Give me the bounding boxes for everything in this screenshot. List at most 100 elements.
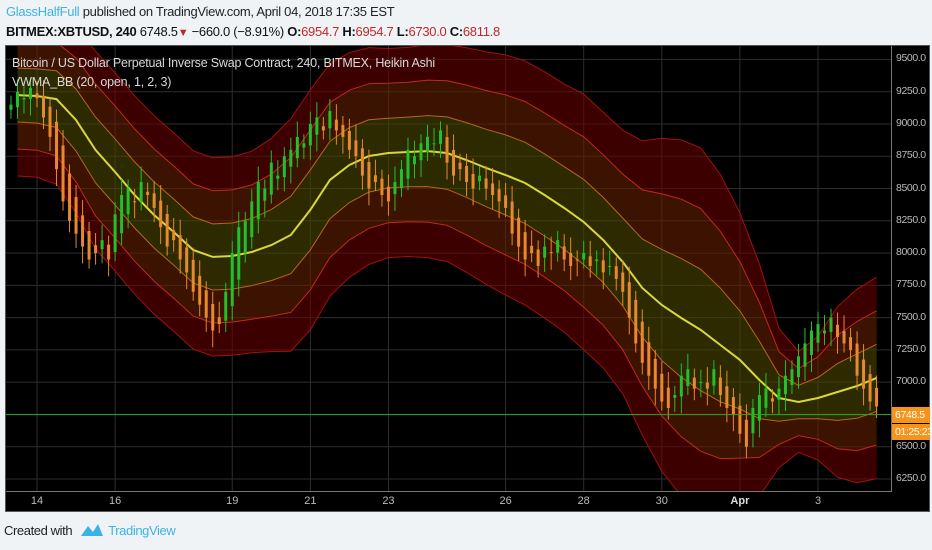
price-change: −660.0 (−8.91%) bbox=[191, 24, 285, 39]
candle bbox=[426, 124, 429, 161]
time-axis[interactable] bbox=[6, 491, 891, 512]
candle-body bbox=[61, 145, 65, 202]
candle bbox=[269, 150, 273, 204]
candle-body bbox=[308, 123, 312, 146]
candle bbox=[282, 147, 286, 192]
candle bbox=[744, 404, 748, 459]
candle bbox=[582, 240, 586, 269]
candle-body bbox=[321, 126, 325, 131]
series-legend[interactable]: Bitcoin / US Dollar Perpetual Inverse Sw… bbox=[12, 56, 435, 70]
candle bbox=[81, 199, 85, 264]
candle bbox=[809, 321, 813, 372]
band-fill-inner bbox=[17, 68, 877, 422]
candle-body bbox=[354, 140, 358, 157]
candle bbox=[738, 393, 742, 443]
candle-body bbox=[107, 244, 111, 260]
price-tick-label: 8500.0 bbox=[896, 181, 926, 194]
time-tick-label: 28 bbox=[577, 495, 590, 507]
candle-body bbox=[289, 149, 293, 167]
candle-body bbox=[42, 95, 46, 118]
candle-body bbox=[836, 324, 840, 337]
candle bbox=[28, 78, 32, 116]
candle bbox=[185, 238, 189, 290]
candle bbox=[315, 102, 319, 152]
time-tick-label: 16 bbox=[108, 495, 122, 507]
author-link[interactable]: GlassHalfFull bbox=[6, 4, 80, 19]
candle-body bbox=[829, 317, 833, 332]
candle-body bbox=[178, 235, 182, 260]
candle-body bbox=[582, 253, 586, 260]
candle bbox=[855, 331, 859, 390]
candle-body bbox=[22, 98, 26, 100]
price-tick-label: 8750.0 bbox=[896, 149, 926, 162]
candle bbox=[308, 111, 312, 160]
candle bbox=[120, 179, 124, 245]
candle-body bbox=[341, 125, 345, 137]
candle-body bbox=[497, 189, 501, 202]
candle bbox=[107, 235, 111, 277]
candle-body bbox=[744, 419, 748, 447]
candle bbox=[471, 158, 475, 206]
candle bbox=[679, 363, 683, 414]
candle-body bbox=[406, 149, 410, 179]
candle-body bbox=[172, 230, 176, 241]
candle-body bbox=[334, 119, 338, 131]
candle-body bbox=[113, 214, 117, 253]
candle bbox=[321, 117, 325, 140]
candle bbox=[224, 282, 228, 333]
candle-body bbox=[491, 183, 495, 195]
candle-body bbox=[816, 324, 820, 343]
time-tick-label: 26 bbox=[499, 495, 512, 507]
candle bbox=[360, 139, 364, 190]
candle-body bbox=[126, 188, 130, 215]
candle bbox=[543, 234, 547, 272]
candle bbox=[100, 224, 104, 264]
candle bbox=[256, 166, 260, 234]
candle-body bbox=[634, 299, 638, 344]
indicator-legend[interactable]: VWMA_BB (20, open, 1, 2, 3) bbox=[12, 75, 172, 89]
candle bbox=[751, 398, 755, 448]
candle bbox=[868, 365, 872, 411]
candle-body bbox=[302, 143, 306, 148]
candle-body bbox=[627, 282, 631, 318]
candle bbox=[725, 370, 729, 423]
candle-body bbox=[725, 386, 729, 408]
candle-body bbox=[608, 265, 612, 267]
candle bbox=[87, 221, 91, 269]
candle-body bbox=[536, 249, 540, 266]
candle-body bbox=[55, 121, 59, 170]
candle bbox=[172, 218, 176, 252]
candle bbox=[445, 124, 449, 180]
candle bbox=[530, 230, 534, 263]
band-upper-2 bbox=[60, 46, 877, 370]
price-chart-plot[interactable] bbox=[6, 46, 891, 491]
candle bbox=[647, 326, 651, 390]
candle bbox=[770, 389, 774, 414]
tradingview-brand-link[interactable]: TradingView bbox=[108, 522, 176, 538]
candle-body bbox=[263, 188, 267, 201]
candle bbox=[35, 81, 39, 108]
candle bbox=[380, 169, 384, 207]
close-value: 6811.8 bbox=[462, 24, 500, 39]
candle bbox=[634, 290, 638, 353]
candle-body bbox=[452, 149, 456, 176]
candle bbox=[484, 166, 488, 201]
candle-body bbox=[543, 246, 547, 258]
candle bbox=[452, 134, 456, 185]
candle-body bbox=[269, 162, 273, 195]
open-value: 6954.7 bbox=[301, 24, 340, 39]
candle bbox=[191, 247, 195, 301]
symbol-info-bar: BITMEX:XBTUSD, 240 6748.5▼ −660.0 (−8.91… bbox=[6, 24, 500, 39]
heikin-ashi-candles bbox=[9, 78, 879, 459]
candle bbox=[432, 127, 436, 156]
time-tick-label: 23 bbox=[382, 495, 395, 507]
candle-body bbox=[718, 377, 722, 396]
candle bbox=[836, 312, 840, 354]
candle-body bbox=[120, 194, 124, 234]
candle-body bbox=[679, 375, 683, 397]
band-upper-3 bbox=[90, 46, 877, 353]
candle-body bbox=[549, 252, 553, 254]
price-axis[interactable] bbox=[891, 46, 931, 492]
price-tick-label: 6500.0 bbox=[896, 439, 926, 452]
candle bbox=[842, 315, 846, 353]
